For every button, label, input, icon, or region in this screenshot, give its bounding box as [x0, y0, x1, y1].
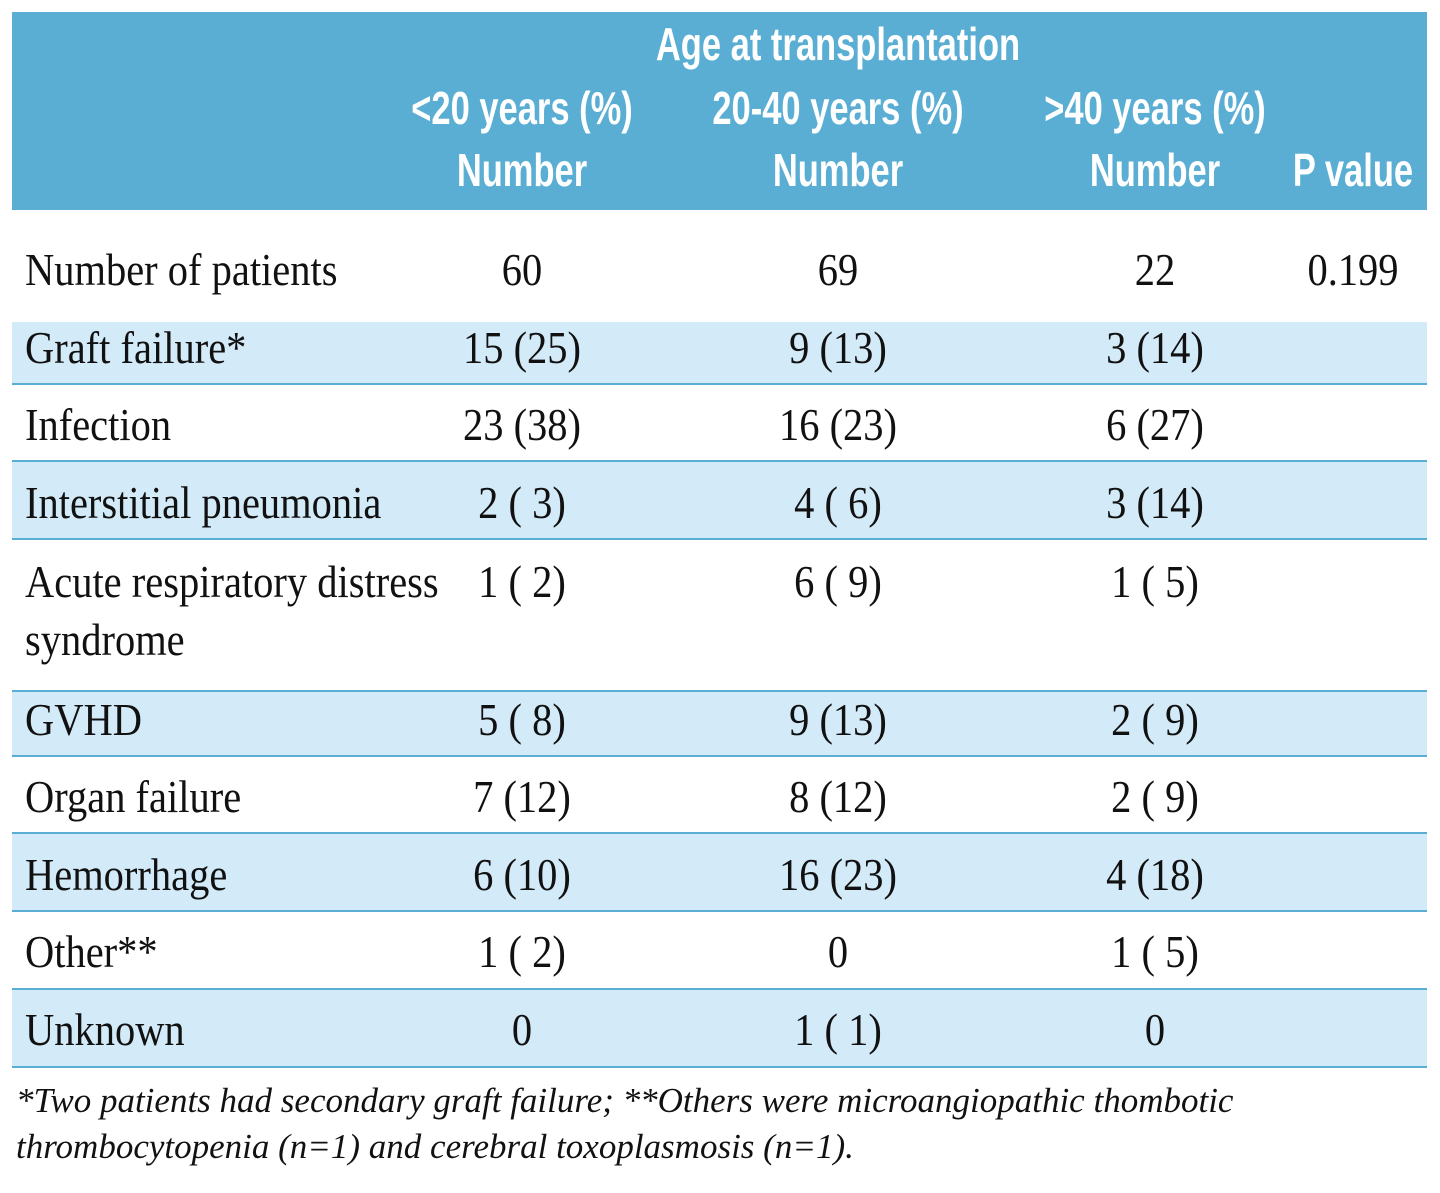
header-title: Age at transplantation [655, 18, 1021, 70]
row-rule [12, 988, 1427, 990]
row-label: GVHD [25, 694, 142, 745]
sub-header: Number [1089, 144, 1221, 196]
row-rule [12, 755, 1427, 757]
row-rule [12, 538, 1427, 540]
group-header: 20-40 years (%) [712, 82, 964, 134]
sub-header: P value [1292, 144, 1414, 196]
cell: 4 (18) [1106, 849, 1204, 900]
cell: 4 ( 6) [794, 477, 882, 528]
cell: 2 ( 3) [478, 477, 566, 528]
row-label: Organ failure [25, 771, 242, 822]
cell: 2 ( 9) [1111, 771, 1199, 822]
row-label: Acute respiratory distress syndrome [25, 556, 439, 665]
cell: 6 (27) [1106, 399, 1204, 450]
row-band [12, 834, 1427, 911]
cell: 1 ( 5) [1111, 556, 1199, 607]
row-band [12, 322, 1427, 384]
cell: 15 (25) [462, 322, 582, 373]
group-header: >40 years (%) [1044, 82, 1266, 134]
row-band [12, 990, 1427, 1067]
cell: 0.199 [1307, 244, 1399, 295]
cell: 3 (14) [1106, 477, 1204, 528]
row-rule [12, 832, 1427, 834]
row-label: Graft failure* [25, 322, 247, 373]
cell: 5 ( 8) [478, 694, 566, 745]
cell: 9 (13) [789, 322, 887, 373]
row-rule [12, 690, 1427, 692]
row-label: Interstitial pneumonia [25, 477, 382, 528]
row-band [12, 462, 1427, 539]
row-rule [12, 1066, 1427, 1068]
cell: 69 [817, 244, 859, 295]
row-label: Number of patients [25, 244, 338, 295]
cell: 8 (12) [789, 771, 887, 822]
cell: 6 ( 9) [794, 556, 882, 607]
header-band [12, 12, 1427, 210]
row-label: Unknown [25, 1004, 185, 1055]
group-header: <20 years (%) [411, 82, 633, 134]
cell: 16 (23) [778, 849, 898, 900]
cell: 0 [827, 926, 849, 977]
cell: 60 [501, 244, 543, 295]
row-label: Hemorrhage [25, 849, 228, 900]
cell: 1 ( 2) [478, 556, 566, 607]
sub-header: Number [456, 144, 588, 196]
cell: 9 (13) [789, 694, 887, 745]
cell: 1 ( 5) [1111, 926, 1199, 977]
cell: 0 [511, 1004, 533, 1055]
row-rule [12, 383, 1427, 385]
row-rule [12, 910, 1427, 912]
cell: 1 ( 1) [794, 1004, 882, 1055]
row-rule [12, 460, 1427, 462]
cell: 2 ( 9) [1111, 694, 1199, 745]
footnote: *Two patients had secondary graft failur… [16, 1081, 1234, 1166]
cell: 7 (12) [473, 771, 571, 822]
cell: 23 (38) [462, 399, 582, 450]
cell: 0 [1144, 1004, 1166, 1055]
cell: 1 ( 2) [478, 926, 566, 977]
row-label: Other** [25, 926, 158, 977]
cell: 6 (10) [473, 849, 571, 900]
cell: 3 (14) [1106, 322, 1204, 373]
sub-header: Number [772, 144, 904, 196]
row-band [12, 692, 1427, 756]
cell: 22 [1134, 244, 1176, 295]
cell: 16 (23) [778, 399, 898, 450]
row-label: Infection [25, 399, 172, 450]
